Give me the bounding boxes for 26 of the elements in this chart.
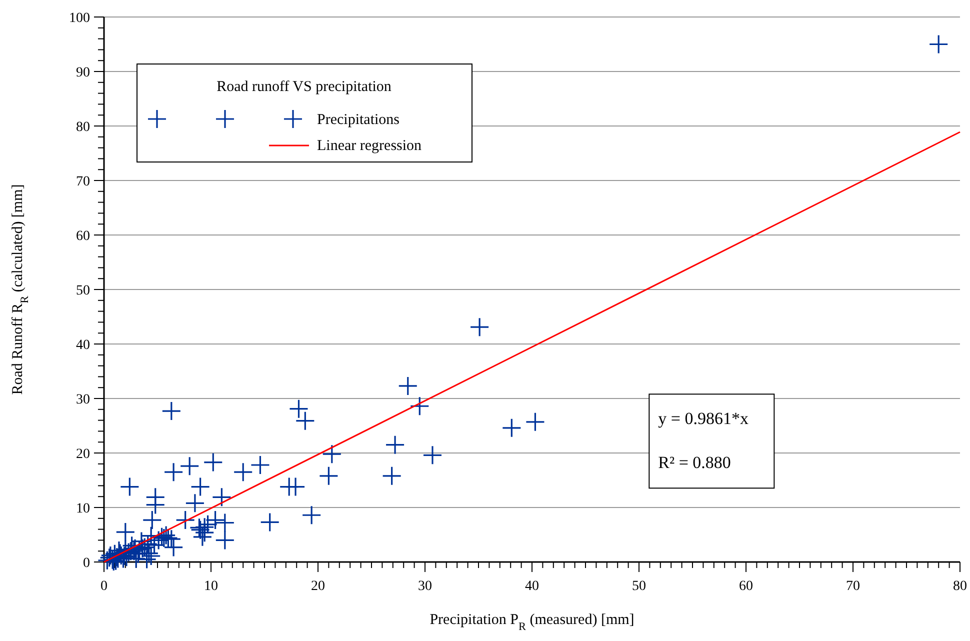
x-tick-label: 10 (204, 579, 218, 594)
x-tick-label: 0 (100, 579, 108, 594)
x-tick-label: 70 (846, 579, 860, 594)
y-tick-label: 70 (76, 174, 90, 190)
legend-label: Precipitations (317, 112, 400, 128)
x-tick-label: 40 (525, 579, 539, 594)
y-tick-label: 90 (76, 66, 90, 80)
legend-label: Linear regression (317, 138, 422, 154)
annotation: y = 0.9861*x (658, 409, 749, 428)
y-tick-label: 30 (76, 392, 90, 408)
x-tick-label: 80 (953, 579, 967, 594)
y-tick-label: 20 (76, 447, 90, 462)
y-tick-label: 0 (83, 556, 90, 571)
x-tick-label: 20 (311, 579, 325, 594)
annotation: R² = 0.880 (658, 453, 731, 472)
x-axis-title: Precipitation P$_{R}$ (measured) [mm] (430, 612, 634, 633)
y-tick-label: 40 (76, 338, 90, 353)
y-tick-label: 60 (76, 229, 90, 244)
y-tick-label: 10 (76, 502, 90, 516)
legend-title: Road runoff VS precipitation (216, 79, 392, 95)
y-tick-label: 80 (76, 120, 90, 135)
x-tick-label: 60 (739, 579, 753, 594)
x-tick-label: 30 (418, 579, 432, 594)
y-tick-label: 50 (76, 284, 90, 298)
x-tick-label: 50 (632, 579, 646, 594)
y-tick-label: 100 (69, 11, 90, 26)
